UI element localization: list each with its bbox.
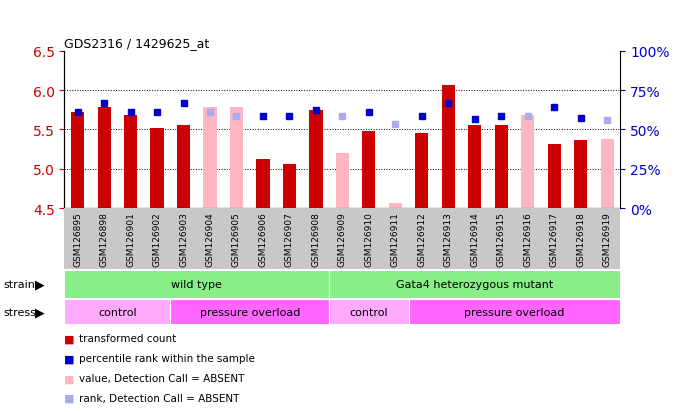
Bar: [415, 134, 428, 209]
Text: GSM126907: GSM126907: [285, 211, 294, 266]
Bar: [64, 271, 329, 298]
Bar: [329, 299, 409, 324]
Text: GSM126911: GSM126911: [391, 211, 400, 266]
Text: ▶: ▶: [35, 278, 45, 291]
Text: GSM126908: GSM126908: [311, 211, 321, 266]
Text: GSM126914: GSM126914: [471, 211, 479, 266]
Text: GSM126910: GSM126910: [364, 211, 374, 266]
Text: wild type: wild type: [172, 279, 222, 290]
Text: GSM126915: GSM126915: [497, 211, 506, 266]
Text: value, Detection Call = ABSENT: value, Detection Call = ABSENT: [79, 373, 245, 383]
Bar: [98, 108, 111, 209]
Bar: [601, 140, 614, 209]
Text: control: control: [98, 307, 137, 317]
Bar: [548, 144, 561, 209]
Text: strain: strain: [3, 279, 35, 290]
Bar: [336, 154, 349, 209]
Bar: [521, 116, 534, 209]
Text: transformed count: transformed count: [79, 334, 176, 344]
Bar: [495, 126, 508, 209]
Text: percentile rank within the sample: percentile rank within the sample: [79, 354, 255, 363]
Bar: [362, 132, 376, 209]
Bar: [203, 108, 217, 209]
Bar: [230, 108, 243, 209]
Bar: [468, 126, 481, 209]
Bar: [441, 85, 455, 209]
Text: GSM126901: GSM126901: [126, 211, 135, 266]
Text: GSM126919: GSM126919: [603, 211, 612, 266]
Bar: [309, 111, 323, 209]
Text: rank, Detection Call = ABSENT: rank, Detection Call = ABSENT: [79, 393, 240, 403]
Text: GSM126902: GSM126902: [153, 211, 161, 266]
Bar: [124, 116, 137, 209]
Text: GSM126904: GSM126904: [205, 211, 214, 266]
Text: GSM126909: GSM126909: [338, 211, 347, 266]
Bar: [170, 299, 329, 324]
Bar: [151, 128, 163, 209]
Text: ■: ■: [64, 393, 75, 403]
Text: stress: stress: [3, 307, 36, 317]
Text: GSM126916: GSM126916: [523, 211, 532, 266]
Text: ■: ■: [64, 334, 75, 344]
Text: GSM126913: GSM126913: [444, 211, 453, 266]
Text: Gata4 heterozygous mutant: Gata4 heterozygous mutant: [396, 279, 553, 290]
Text: GSM126917: GSM126917: [550, 211, 559, 266]
Bar: [71, 113, 84, 209]
Bar: [329, 271, 620, 298]
Text: pressure overload: pressure overload: [199, 307, 300, 317]
Text: GSM126912: GSM126912: [418, 211, 426, 266]
Bar: [177, 126, 190, 209]
Bar: [409, 299, 620, 324]
Text: pressure overload: pressure overload: [464, 307, 565, 317]
Text: GDS2316 / 1429625_at: GDS2316 / 1429625_at: [64, 37, 210, 50]
Text: ■: ■: [64, 354, 75, 363]
Bar: [388, 203, 402, 209]
Text: ■: ■: [64, 373, 75, 383]
Bar: [64, 299, 170, 324]
Text: ▶: ▶: [35, 305, 45, 318]
Text: GSM126906: GSM126906: [258, 211, 267, 266]
Bar: [283, 165, 296, 209]
Text: control: control: [350, 307, 388, 317]
Text: GSM126905: GSM126905: [232, 211, 241, 266]
Bar: [256, 159, 270, 209]
Text: GSM126903: GSM126903: [179, 211, 188, 266]
Text: GSM126898: GSM126898: [100, 211, 108, 266]
Bar: [574, 141, 587, 209]
Text: GSM126895: GSM126895: [73, 211, 82, 266]
Text: GSM126918: GSM126918: [576, 211, 585, 266]
